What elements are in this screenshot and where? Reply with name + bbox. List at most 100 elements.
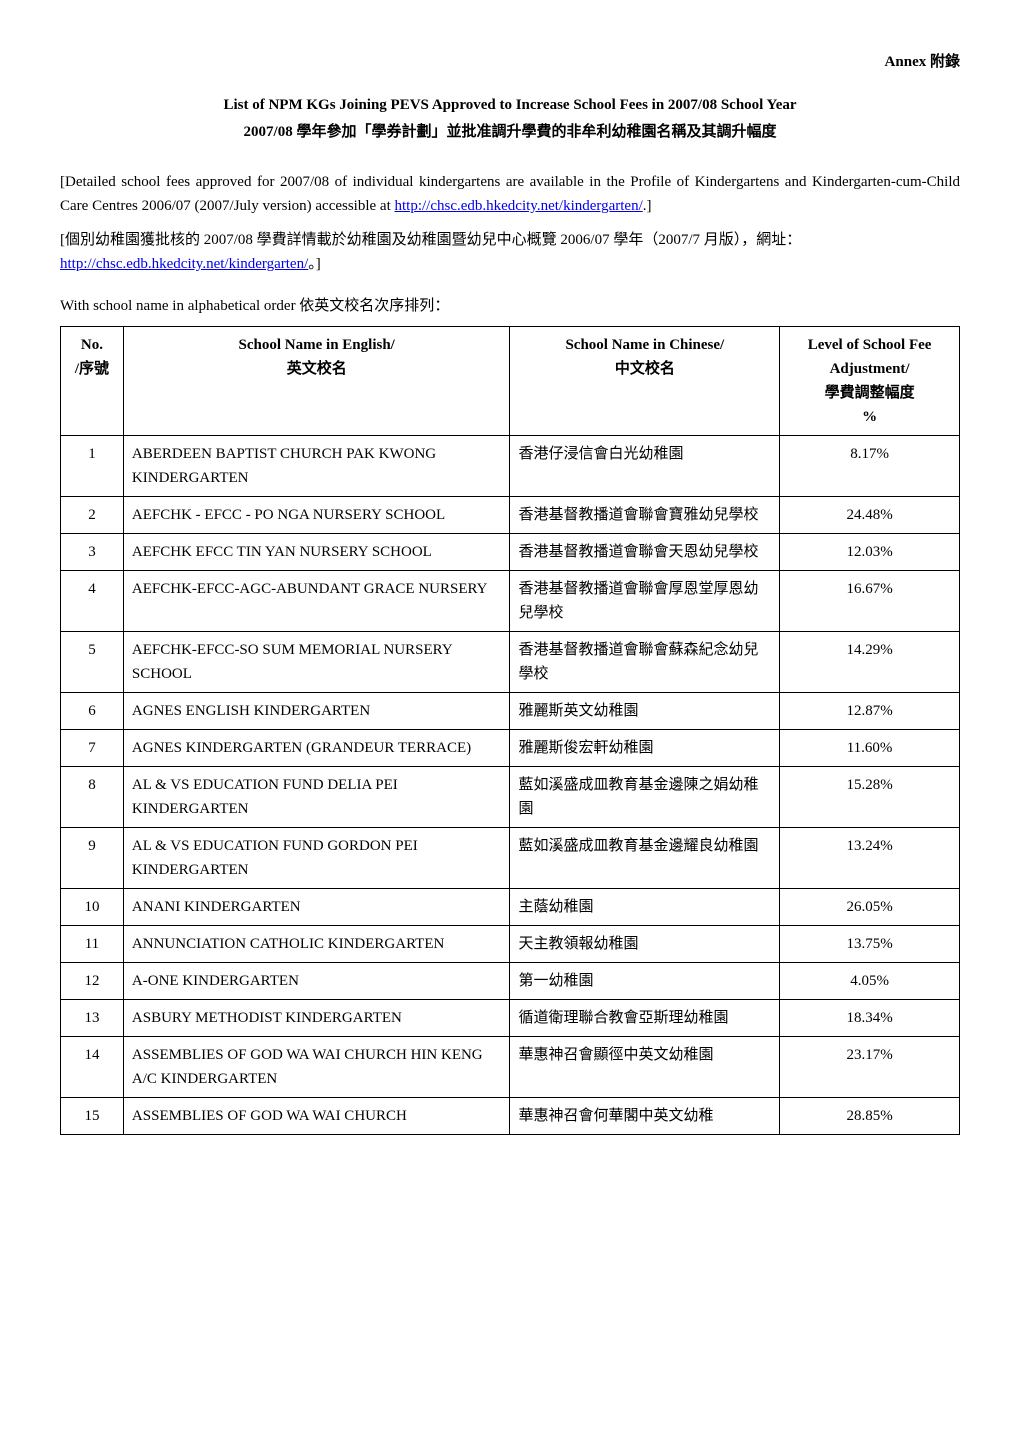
cell-no: 4: [61, 571, 124, 632]
cell-school-en: ANANI KINDERGARTEN: [123, 889, 510, 926]
header-no-line1: No.: [69, 333, 115, 357]
cell-no: 2: [61, 497, 124, 534]
document-title: List of NPM KGs Joining PEVS Approved to…: [60, 92, 960, 146]
title-line-en: List of NPM KGs Joining PEVS Approved to…: [60, 92, 960, 119]
cell-school-zh: 香港基督教播道會聯會天恩幼兒學校: [510, 534, 780, 571]
website-link-en[interactable]: http://chsc.edb.hkedcity.net/kindergarte…: [395, 198, 643, 214]
cell-school-zh: 藍如溪盛成皿教育基金邊陳之娟幼稚園: [510, 767, 780, 828]
cell-no: 8: [61, 767, 124, 828]
cell-school-en: AGNES ENGLISH KINDERGARTEN: [123, 693, 510, 730]
table-row: 3AEFCHK EFCC TIN YAN NURSERY SCHOOL香港基督教…: [61, 534, 960, 571]
cell-no: 12: [61, 963, 124, 1000]
cell-school-en: ASBURY METHODIST KINDERGARTEN: [123, 1000, 510, 1037]
cell-level: 14.29%: [780, 632, 960, 693]
cell-school-en: ANNUNCIATION CATHOLIC KINDERGARTEN: [123, 926, 510, 963]
table-row: 4AEFCHK-EFCC-AGC-ABUNDANT GRACE NURSERY香…: [61, 571, 960, 632]
table-row: 6AGNES ENGLISH KINDERGARTEN雅麗斯英文幼稚園12.87…: [61, 693, 960, 730]
cell-level: 12.03%: [780, 534, 960, 571]
cell-school-zh: 華惠神召會顯徑中英文幼稚園: [510, 1037, 780, 1098]
title-line-zh: 2007/08 學年參加「學券計劃」並批准調升學費的非牟利幼稚園名稱及其調升幅度: [60, 119, 960, 146]
cell-school-zh: 香港基督教播道會聯會蘇森紀念幼兒學校: [510, 632, 780, 693]
cell-no: 13: [61, 1000, 124, 1037]
cell-school-zh: 主蔭幼稚園: [510, 889, 780, 926]
header-level-line2: Adjustment/: [788, 357, 951, 381]
annex-header: Annex 附錄: [60, 50, 960, 74]
cell-no: 5: [61, 632, 124, 693]
cell-school-en: ASSEMBLIES OF GOD WA WAI CHURCH HIN KENG…: [123, 1037, 510, 1098]
cell-school-en: AGNES KINDERGARTEN (GRANDEUR TERRACE): [123, 730, 510, 767]
cell-level: 16.67%: [780, 571, 960, 632]
cell-no: 3: [61, 534, 124, 571]
website-link-zh[interactable]: http://chsc.edb.hkedcity.net/kindergarte…: [60, 256, 308, 272]
cell-school-zh: 天主教領報幼稚園: [510, 926, 780, 963]
cell-school-zh: 第一幼稚園: [510, 963, 780, 1000]
annex-label-en: Annex: [885, 54, 927, 70]
table-row: 12A-ONE KINDERGARTEN第一幼稚園4.05%: [61, 963, 960, 1000]
cell-no: 6: [61, 693, 124, 730]
cell-level: 8.17%: [780, 436, 960, 497]
header-zh-line1: School Name in Chinese/: [518, 333, 771, 357]
cell-school-zh: 雅麗斯俊宏軒幼稚園: [510, 730, 780, 767]
cell-school-en: AEFCHK - EFCC - PO NGA NURSERY SCHOOL: [123, 497, 510, 534]
cell-no: 9: [61, 828, 124, 889]
cell-school-zh: 循道衛理聯合教會亞斯理幼稚園: [510, 1000, 780, 1037]
header-level: Level of School Fee Adjustment/ 學費調整幅度 %: [780, 327, 960, 436]
table-row: 10ANANI KINDERGARTEN主蔭幼稚園26.05%: [61, 889, 960, 926]
header-school-zh: School Name in Chinese/ 中文校名: [510, 327, 780, 436]
intro-en-post: .]: [643, 198, 652, 214]
table-order-label: With school name in alphabetical order 依…: [60, 294, 960, 318]
cell-school-en: AL & VS EDUCATION FUND DELIA PEI KINDERG…: [123, 767, 510, 828]
cell-level: 12.87%: [780, 693, 960, 730]
cell-no: 14: [61, 1037, 124, 1098]
intro-paragraph-en: [Detailed school fees approved for 2007/…: [60, 170, 960, 218]
cell-school-zh: 香港基督教播道會聯會厚恩堂厚恩幼兒學校: [510, 571, 780, 632]
table-row: 1ABERDEEN BAPTIST CHURCH PAK KWONG KINDE…: [61, 436, 960, 497]
cell-level: 13.24%: [780, 828, 960, 889]
cell-level: 18.34%: [780, 1000, 960, 1037]
cell-level: 15.28%: [780, 767, 960, 828]
header-school-en: School Name in English/ 英文校名: [123, 327, 510, 436]
table-row: 13ASBURY METHODIST KINDERGARTEN循道衛理聯合教會亞…: [61, 1000, 960, 1037]
header-level-line1: Level of School Fee: [788, 333, 951, 357]
cell-level: 24.48%: [780, 497, 960, 534]
intro-zh-post: 。]: [308, 256, 321, 272]
annex-label-zh: 附錄: [926, 54, 960, 70]
cell-no: 7: [61, 730, 124, 767]
table-row: 8AL & VS EDUCATION FUND DELIA PEI KINDER…: [61, 767, 960, 828]
table-row: 7AGNES KINDERGARTEN (GRANDEUR TERRACE)雅麗…: [61, 730, 960, 767]
header-en-line2: 英文校名: [132, 357, 502, 381]
header-zh-line2: 中文校名: [518, 357, 771, 381]
header-level-line3: 學費調整幅度: [788, 381, 951, 405]
cell-no: 11: [61, 926, 124, 963]
table-row: 9AL & VS EDUCATION FUND GORDON PEI KINDE…: [61, 828, 960, 889]
cell-level: 11.60%: [780, 730, 960, 767]
header-no: No. /序號: [61, 327, 124, 436]
cell-school-en: AEFCHK-EFCC-AGC-ABUNDANT GRACE NURSERY: [123, 571, 510, 632]
cell-no: 1: [61, 436, 124, 497]
intro-paragraph-zh: [個別幼稚園獲批核的 2007/08 學費詳情載於幼稚園及幼稚園暨幼兒中心概覽 …: [60, 228, 960, 276]
cell-school-en: ASSEMBLIES OF GOD WA WAI CHURCH: [123, 1098, 510, 1135]
cell-level: 4.05%: [780, 963, 960, 1000]
cell-level: 13.75%: [780, 926, 960, 963]
table-row: 5AEFCHK-EFCC-SO SUM MEMORIAL NURSERY SCH…: [61, 632, 960, 693]
cell-no: 15: [61, 1098, 124, 1135]
cell-level: 23.17%: [780, 1037, 960, 1098]
header-level-line4: %: [788, 405, 951, 429]
cell-school-zh: 香港基督教播道會聯會寶雅幼兒學校: [510, 497, 780, 534]
cell-school-zh: 香港仔浸信會白光幼稚園: [510, 436, 780, 497]
cell-school-en: A-ONE KINDERGARTEN: [123, 963, 510, 1000]
header-no-line2: /序號: [69, 357, 115, 381]
cell-school-en: AEFCHK-EFCC-SO SUM MEMORIAL NURSERY SCHO…: [123, 632, 510, 693]
intro-zh-pre: [個別幼稚園獲批核的 2007/08 學費詳情載於幼稚園及幼稚園暨幼兒中心概覽 …: [60, 232, 801, 248]
cell-school-zh: 華惠神召會何華閣中英文幼稚: [510, 1098, 780, 1135]
cell-level: 26.05%: [780, 889, 960, 926]
cell-school-en: AEFCHK EFCC TIN YAN NURSERY SCHOOL: [123, 534, 510, 571]
table-row: 14ASSEMBLIES OF GOD WA WAI CHURCH HIN KE…: [61, 1037, 960, 1098]
table-body: 1ABERDEEN BAPTIST CHURCH PAK KWONG KINDE…: [61, 436, 960, 1135]
cell-school-zh: 藍如溪盛成皿教育基金邊耀良幼稚園: [510, 828, 780, 889]
table-row: 2AEFCHK - EFCC - PO NGA NURSERY SCHOOL香港…: [61, 497, 960, 534]
cell-school-en: AL & VS EDUCATION FUND GORDON PEI KINDER…: [123, 828, 510, 889]
table-row: 15ASSEMBLIES OF GOD WA WAI CHURCH華惠神召會何華…: [61, 1098, 960, 1135]
school-fee-table: No. /序號 School Name in English/ 英文校名 Sch…: [60, 326, 960, 1135]
cell-school-zh: 雅麗斯英文幼稚園: [510, 693, 780, 730]
